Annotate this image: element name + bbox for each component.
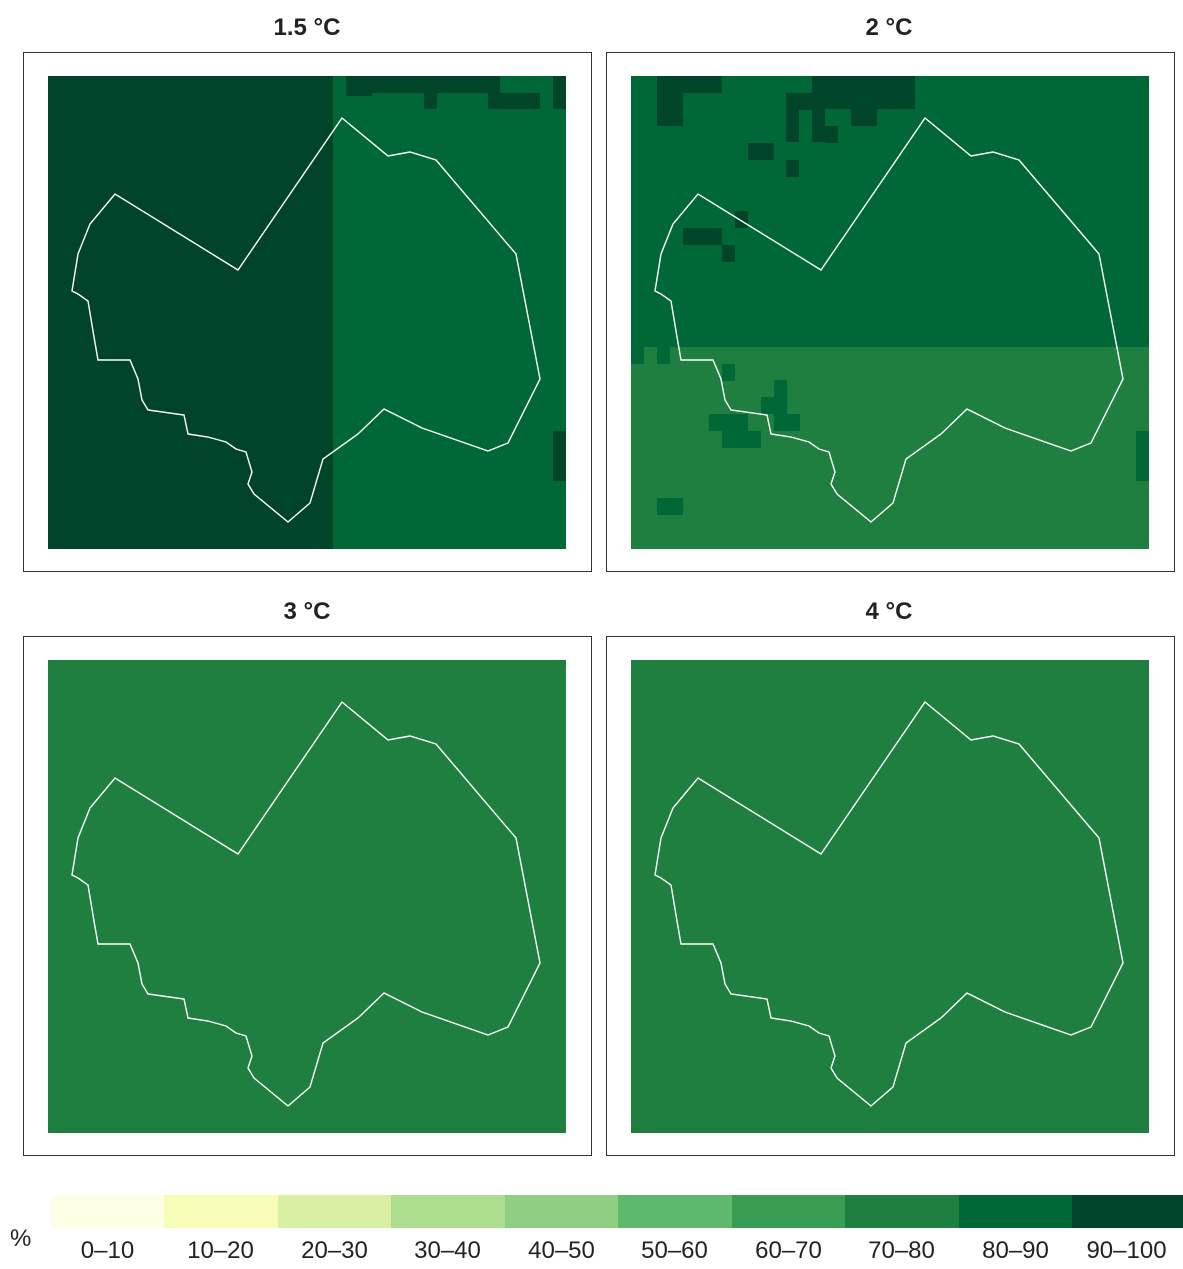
map-panel-4 [606, 636, 1175, 1156]
panel-title-4: 4 °C [865, 598, 913, 625]
legend-swatch-4 [505, 1195, 618, 1228]
map-2-cells-south [631, 347, 1149, 515]
legend-label-6: 60–70 [755, 1237, 822, 1264]
legend-label-8: 80–90 [982, 1237, 1049, 1264]
map-2-south-zone [631, 347, 1149, 549]
map-panel-1 [23, 52, 592, 572]
legend-label-5: 50–60 [641, 1237, 708, 1264]
map-1-region-outline [71, 116, 541, 523]
map-1 [48, 76, 566, 549]
legend-label-0: 0–10 [80, 1237, 135, 1264]
map-panel-3 [23, 636, 592, 1156]
map-4 [631, 660, 1149, 1133]
map-3-region-outline [71, 700, 541, 1107]
panel-title-1: 1.5 °C [273, 14, 341, 41]
legend-label-2: 20–30 [301, 1237, 368, 1264]
legend-swatch-8 [959, 1195, 1072, 1228]
legend-unit: % [10, 1225, 32, 1252]
panel-title-2: 2 °C [865, 14, 913, 41]
legend-swatch-1 [164, 1195, 278, 1228]
legend-label-9: 90–100 [1086, 1237, 1167, 1264]
legend-swatch-7 [845, 1195, 959, 1228]
legend-swatch-3 [391, 1195, 505, 1228]
legend-swatch-9 [1072, 1195, 1183, 1228]
legend-label-7: 70–80 [868, 1237, 935, 1264]
map-2-region-outline [654, 116, 1124, 523]
legend-label-3: 30–40 [414, 1237, 481, 1264]
legend-label-4: 40–50 [528, 1237, 595, 1264]
legend-swatch-2 [278, 1195, 391, 1228]
panel-title-3: 3 °C [283, 598, 331, 625]
map-3-background [48, 660, 566, 1133]
map-3 [48, 660, 566, 1133]
legend: % 0–10 10–20 20–30 30–40 40–50 50–60 60–… [0, 1195, 1183, 1269]
map-1-west-zone [48, 76, 333, 549]
legend-swatch-5 [618, 1195, 732, 1228]
legend-swatch-6 [732, 1195, 845, 1228]
legend-swatch-0 [51, 1195, 164, 1228]
map-1-cells [346, 76, 566, 481]
legend-label-1: 10–20 [187, 1237, 254, 1264]
map-2-cells-north [657, 76, 915, 262]
map-panel-2 [606, 52, 1175, 572]
map-2 [631, 76, 1149, 549]
map-4-background [631, 660, 1149, 1133]
map-4-region-outline [654, 700, 1124, 1107]
